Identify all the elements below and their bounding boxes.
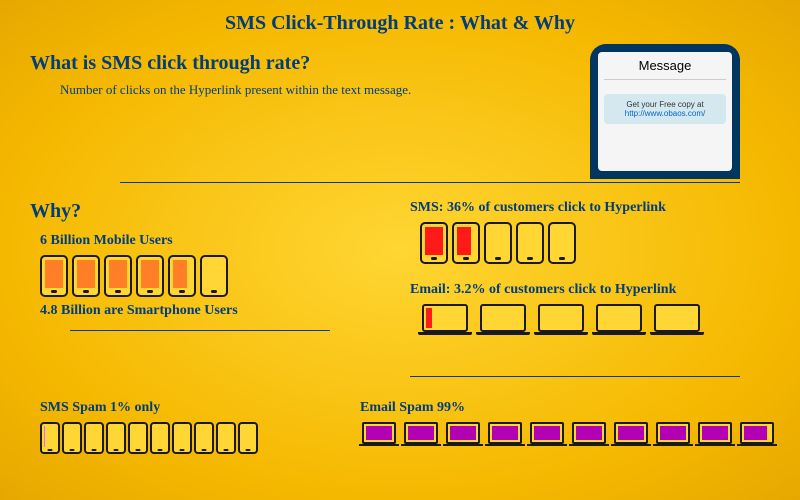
phone-icon: [84, 422, 104, 454]
laptop-icon: [444, 422, 482, 448]
phone-icon: [516, 222, 544, 264]
phone-icon: [216, 422, 236, 454]
phone-icon: [168, 255, 196, 297]
phone-icon: [452, 222, 480, 264]
laptop-icon: [570, 422, 608, 448]
phone-message-bubble: Get your Free copy at http://www.obaos.c…: [604, 94, 726, 124]
phone-icon: [128, 422, 148, 454]
email-ctr-label: Email: 3.2% of customers click to Hyperl…: [410, 282, 780, 298]
page-title: SMS Click-Through Rate : What & Why: [0, 0, 800, 35]
divider: [70, 330, 330, 331]
laptop-icon: [402, 422, 440, 448]
sms-spam-icons: [40, 422, 258, 454]
phone-icon: [238, 422, 258, 454]
laptop-icon: [696, 422, 734, 448]
phone-icon: [484, 222, 512, 264]
phone-illustration: Message Get your Free copy at http://www…: [590, 44, 740, 179]
mobile-users-label: 6 Billion Mobile Users: [40, 233, 238, 249]
phone-icon: [104, 255, 132, 297]
phone-message-title: Message: [604, 58, 726, 73]
laptop-icon: [654, 422, 692, 448]
divider: [120, 182, 740, 183]
phone-icon: [72, 255, 100, 297]
phone-icon: [106, 422, 126, 454]
laptop-icon: [536, 304, 586, 336]
phone-icon: [548, 222, 576, 264]
sms-spam-label: SMS Spam 1% only: [40, 400, 258, 416]
laptop-icon: [612, 422, 650, 448]
smartphone-users-label: 4.8 Billion are Smartphone Users: [40, 303, 238, 319]
phone-icon: [150, 422, 170, 454]
laptop-icon: [594, 304, 644, 336]
sms-spam-section: SMS Spam 1% only: [40, 400, 258, 454]
phone-icon: [62, 422, 82, 454]
sms-ctr-icons: [420, 222, 780, 264]
phone-icon: [172, 422, 192, 454]
phone-icon: [40, 255, 68, 297]
email-spam-label: Email Spam 99%: [360, 400, 776, 416]
ctr-section: SMS: 36% of customers click to Hyperlink…: [410, 200, 780, 342]
email-spam-icons: [360, 422, 776, 448]
email-ctr-icons: [420, 304, 780, 336]
why-heading: Why?: [30, 200, 238, 223]
laptop-icon: [420, 304, 470, 336]
phone-icon: [136, 255, 164, 297]
laptop-icon: [486, 422, 524, 448]
bubble-link: http://www.obaos.com/: [625, 109, 705, 118]
bubble-text: Get your Free copy at: [626, 100, 703, 109]
sms-ctr-label: SMS: 36% of customers click to Hyperlink: [410, 200, 780, 216]
what-description: Number of clicks on the Hyperlink presen…: [60, 81, 430, 99]
laptop-icon: [738, 422, 776, 448]
phone-icon: [40, 422, 60, 454]
laptop-icon: [652, 304, 702, 336]
laptop-icon: [478, 304, 528, 336]
what-heading: What is SMS click through rate?: [30, 52, 430, 75]
mobile-users-icons: [40, 255, 238, 297]
what-section: What is SMS click through rate? Number o…: [30, 52, 430, 99]
phone-screen: Message Get your Free copy at http://www…: [598, 52, 732, 171]
phone-icon: [200, 255, 228, 297]
phone-icon: [194, 422, 214, 454]
divider: [410, 376, 740, 377]
phone-icon: [420, 222, 448, 264]
why-section: Why? 6 Billion Mobile Users 4.8 Billion …: [30, 200, 238, 319]
laptop-icon: [360, 422, 398, 448]
laptop-icon: [528, 422, 566, 448]
email-spam-section: Email Spam 99%: [360, 400, 776, 448]
